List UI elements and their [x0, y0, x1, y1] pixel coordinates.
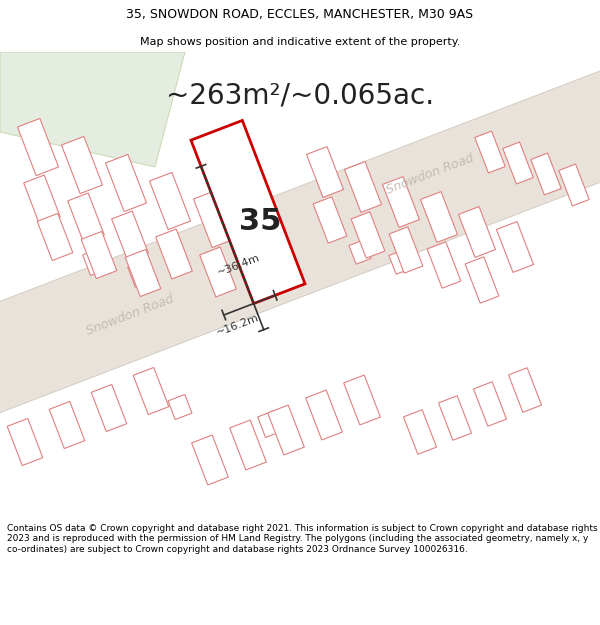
Polygon shape [17, 118, 59, 176]
Polygon shape [307, 147, 344, 198]
Text: Snowdon Road: Snowdon Road [85, 292, 176, 338]
Polygon shape [23, 175, 61, 225]
Polygon shape [106, 154, 146, 212]
Polygon shape [49, 401, 85, 449]
Polygon shape [351, 212, 385, 258]
Text: Contains OS data © Crown copyright and database right 2021. This information is : Contains OS data © Crown copyright and d… [7, 524, 598, 554]
Text: ~16.2m: ~16.2m [215, 313, 261, 338]
Polygon shape [475, 131, 505, 173]
Text: ~263m²/~0.065ac.: ~263m²/~0.065ac. [166, 82, 434, 110]
Text: Map shows position and indicative extent of the property.: Map shows position and indicative extent… [140, 38, 460, 48]
Polygon shape [313, 197, 347, 243]
Polygon shape [531, 153, 561, 195]
Polygon shape [389, 250, 411, 274]
Polygon shape [421, 192, 458, 242]
Polygon shape [68, 193, 104, 243]
Polygon shape [81, 231, 117, 279]
Polygon shape [559, 164, 589, 206]
Polygon shape [257, 411, 283, 437]
Polygon shape [168, 394, 192, 419]
Polygon shape [458, 207, 496, 258]
Polygon shape [465, 257, 499, 303]
Text: ~36.4m: ~36.4m [216, 252, 262, 278]
Polygon shape [230, 420, 266, 470]
Polygon shape [191, 435, 229, 485]
Polygon shape [149, 173, 191, 229]
Polygon shape [112, 211, 148, 261]
Polygon shape [7, 419, 43, 466]
Polygon shape [238, 208, 278, 266]
Polygon shape [427, 242, 461, 288]
Polygon shape [403, 410, 437, 454]
Polygon shape [439, 396, 472, 440]
Polygon shape [0, 39, 600, 441]
Polygon shape [155, 229, 193, 279]
Text: 35: 35 [239, 208, 281, 236]
Polygon shape [349, 240, 371, 264]
Polygon shape [133, 368, 169, 414]
Polygon shape [344, 375, 380, 425]
Polygon shape [0, 52, 185, 167]
Polygon shape [125, 249, 161, 296]
Text: Snowdon Road: Snowdon Road [385, 151, 476, 197]
Polygon shape [473, 382, 506, 426]
Polygon shape [268, 405, 304, 455]
Text: 35, SNOWDON ROAD, ECCLES, MANCHESTER, M30 9AS: 35, SNOWDON ROAD, ECCLES, MANCHESTER, M3… [127, 8, 473, 21]
Polygon shape [508, 368, 542, 413]
Polygon shape [193, 191, 235, 248]
Polygon shape [91, 384, 127, 431]
Polygon shape [503, 142, 533, 184]
Polygon shape [496, 222, 533, 272]
Polygon shape [191, 121, 305, 304]
Polygon shape [305, 390, 343, 440]
Polygon shape [200, 247, 236, 297]
Polygon shape [382, 177, 419, 227]
Polygon shape [37, 214, 73, 261]
Polygon shape [83, 249, 107, 276]
Polygon shape [389, 227, 423, 273]
Polygon shape [128, 261, 152, 288]
Polygon shape [61, 136, 103, 194]
Polygon shape [344, 162, 382, 212]
